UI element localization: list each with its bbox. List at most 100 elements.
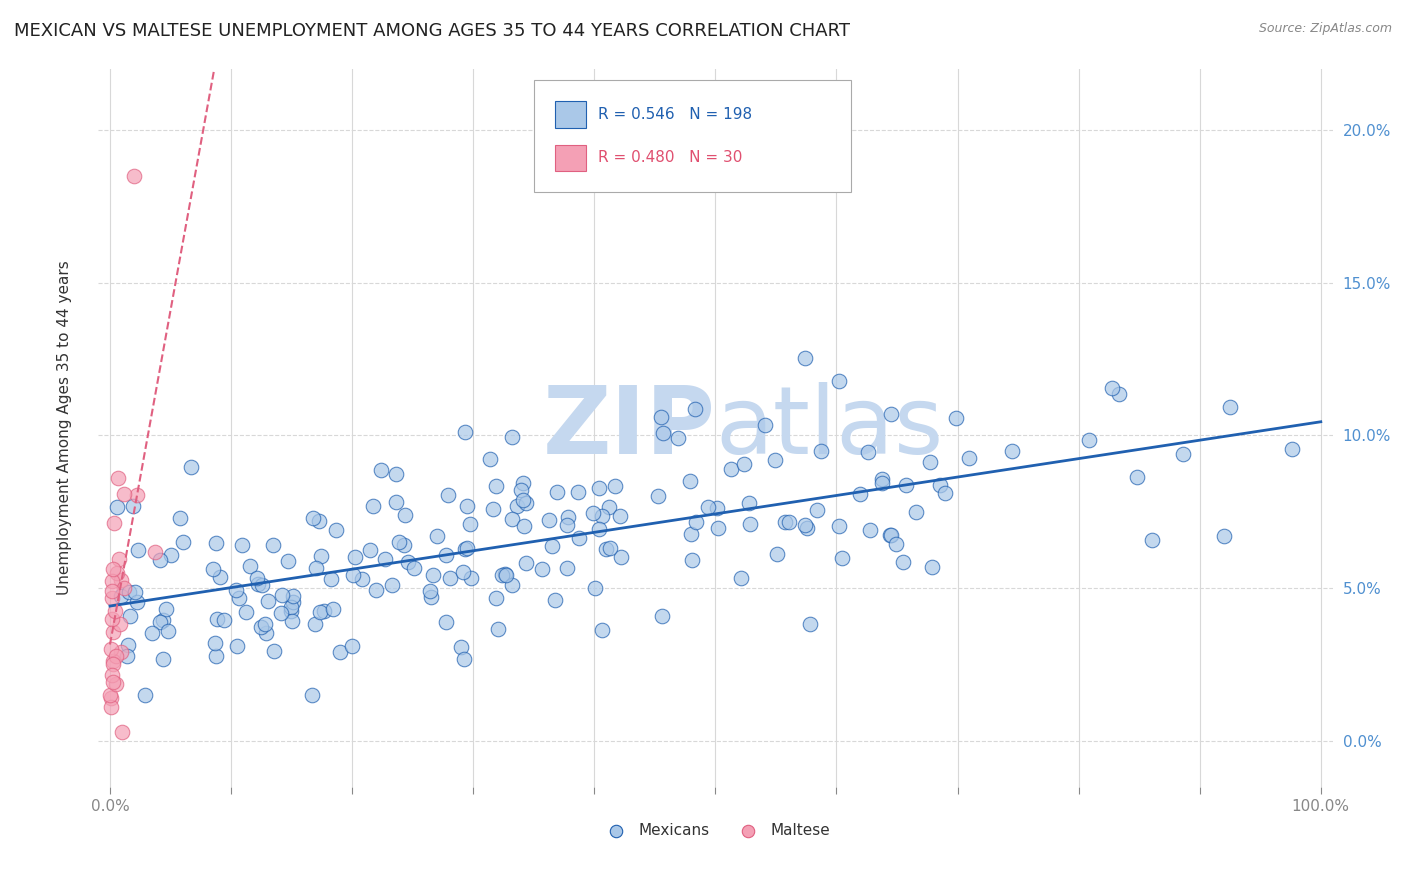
Point: [453, 651, 475, 665]
Point: [1101, 381, 1123, 395]
Point: [392, 538, 415, 552]
Point: [796, 521, 818, 535]
Point: [157, 624, 180, 638]
Point: [319, 572, 342, 586]
Point: [605, 479, 627, 493]
Point: [155, 602, 177, 616]
Point: [214, 613, 236, 627]
Point: [647, 489, 669, 503]
Point: [678, 474, 700, 488]
Point: [555, 517, 578, 532]
Point: [827, 519, 849, 533]
Point: [388, 535, 411, 549]
Point: [530, 562, 553, 576]
Point: [205, 612, 228, 626]
Point: [117, 649, 139, 664]
Point: [127, 543, 149, 558]
Point: [281, 590, 304, 604]
Point: [141, 626, 163, 640]
Point: [110, 645, 132, 659]
Point: [117, 585, 139, 599]
Point: [957, 451, 980, 466]
Point: [450, 640, 472, 654]
Point: [100, 699, 122, 714]
Point: [108, 617, 131, 632]
Point: [921, 560, 943, 574]
Point: [381, 578, 404, 592]
Point: [880, 528, 903, 542]
Point: [934, 486, 956, 500]
Point: [1142, 533, 1164, 548]
Point: [118, 609, 141, 624]
Point: [305, 561, 328, 575]
Point: [1219, 401, 1241, 415]
Point: [679, 527, 702, 541]
Point: [557, 561, 579, 575]
Point: [228, 591, 250, 606]
Point: [108, 552, 131, 566]
Point: [205, 536, 228, 550]
Point: [112, 487, 135, 501]
Point: [277, 554, 299, 568]
Point: [458, 516, 481, 531]
Point: [125, 488, 148, 502]
Point: [651, 425, 673, 440]
Point: [799, 616, 821, 631]
Point: [609, 508, 631, 523]
Point: [100, 688, 122, 702]
Point: [101, 574, 124, 589]
Point: [485, 591, 508, 605]
Point: [110, 574, 132, 588]
Point: [685, 515, 707, 529]
Point: [773, 515, 796, 529]
Point: [105, 649, 128, 664]
Point: [101, 591, 124, 606]
Point: [426, 529, 449, 543]
Point: [105, 566, 128, 580]
Point: [117, 638, 139, 652]
Point: [1108, 387, 1130, 401]
Point: [101, 612, 124, 626]
Point: [235, 605, 257, 619]
Point: [250, 577, 273, 591]
Point: [263, 643, 285, 657]
Point: [666, 431, 689, 445]
Point: [1077, 434, 1099, 448]
Point: [419, 590, 441, 604]
Point: [478, 452, 501, 467]
Point: [794, 351, 817, 365]
Point: [512, 492, 534, 507]
Point: [599, 541, 621, 555]
Point: [366, 582, 388, 597]
Point: [905, 505, 928, 519]
Point: [870, 472, 893, 486]
Point: [894, 478, 917, 492]
Point: [422, 567, 444, 582]
Point: [359, 542, 381, 557]
Point: [651, 609, 673, 624]
Point: [231, 537, 253, 551]
Point: [891, 555, 914, 569]
Point: [859, 523, 882, 537]
Point: [402, 560, 425, 574]
Text: ZIP: ZIP: [543, 382, 716, 474]
Point: [681, 553, 703, 567]
Point: [226, 640, 249, 654]
Point: [778, 515, 800, 529]
Point: [309, 549, 332, 564]
Point: [501, 512, 523, 526]
Point: [588, 481, 610, 495]
Point: [583, 581, 606, 595]
Point: [568, 531, 591, 545]
Point: [515, 496, 537, 510]
Point: [595, 542, 617, 557]
Point: [302, 511, 325, 525]
Text: Source: ZipAtlas.com: Source: ZipAtlas.com: [1258, 22, 1392, 36]
Point: [308, 606, 330, 620]
Point: [308, 514, 330, 528]
Point: [325, 523, 347, 537]
Point: [105, 676, 128, 690]
Point: [696, 500, 718, 514]
Point: [738, 517, 761, 532]
Point: [928, 478, 950, 492]
